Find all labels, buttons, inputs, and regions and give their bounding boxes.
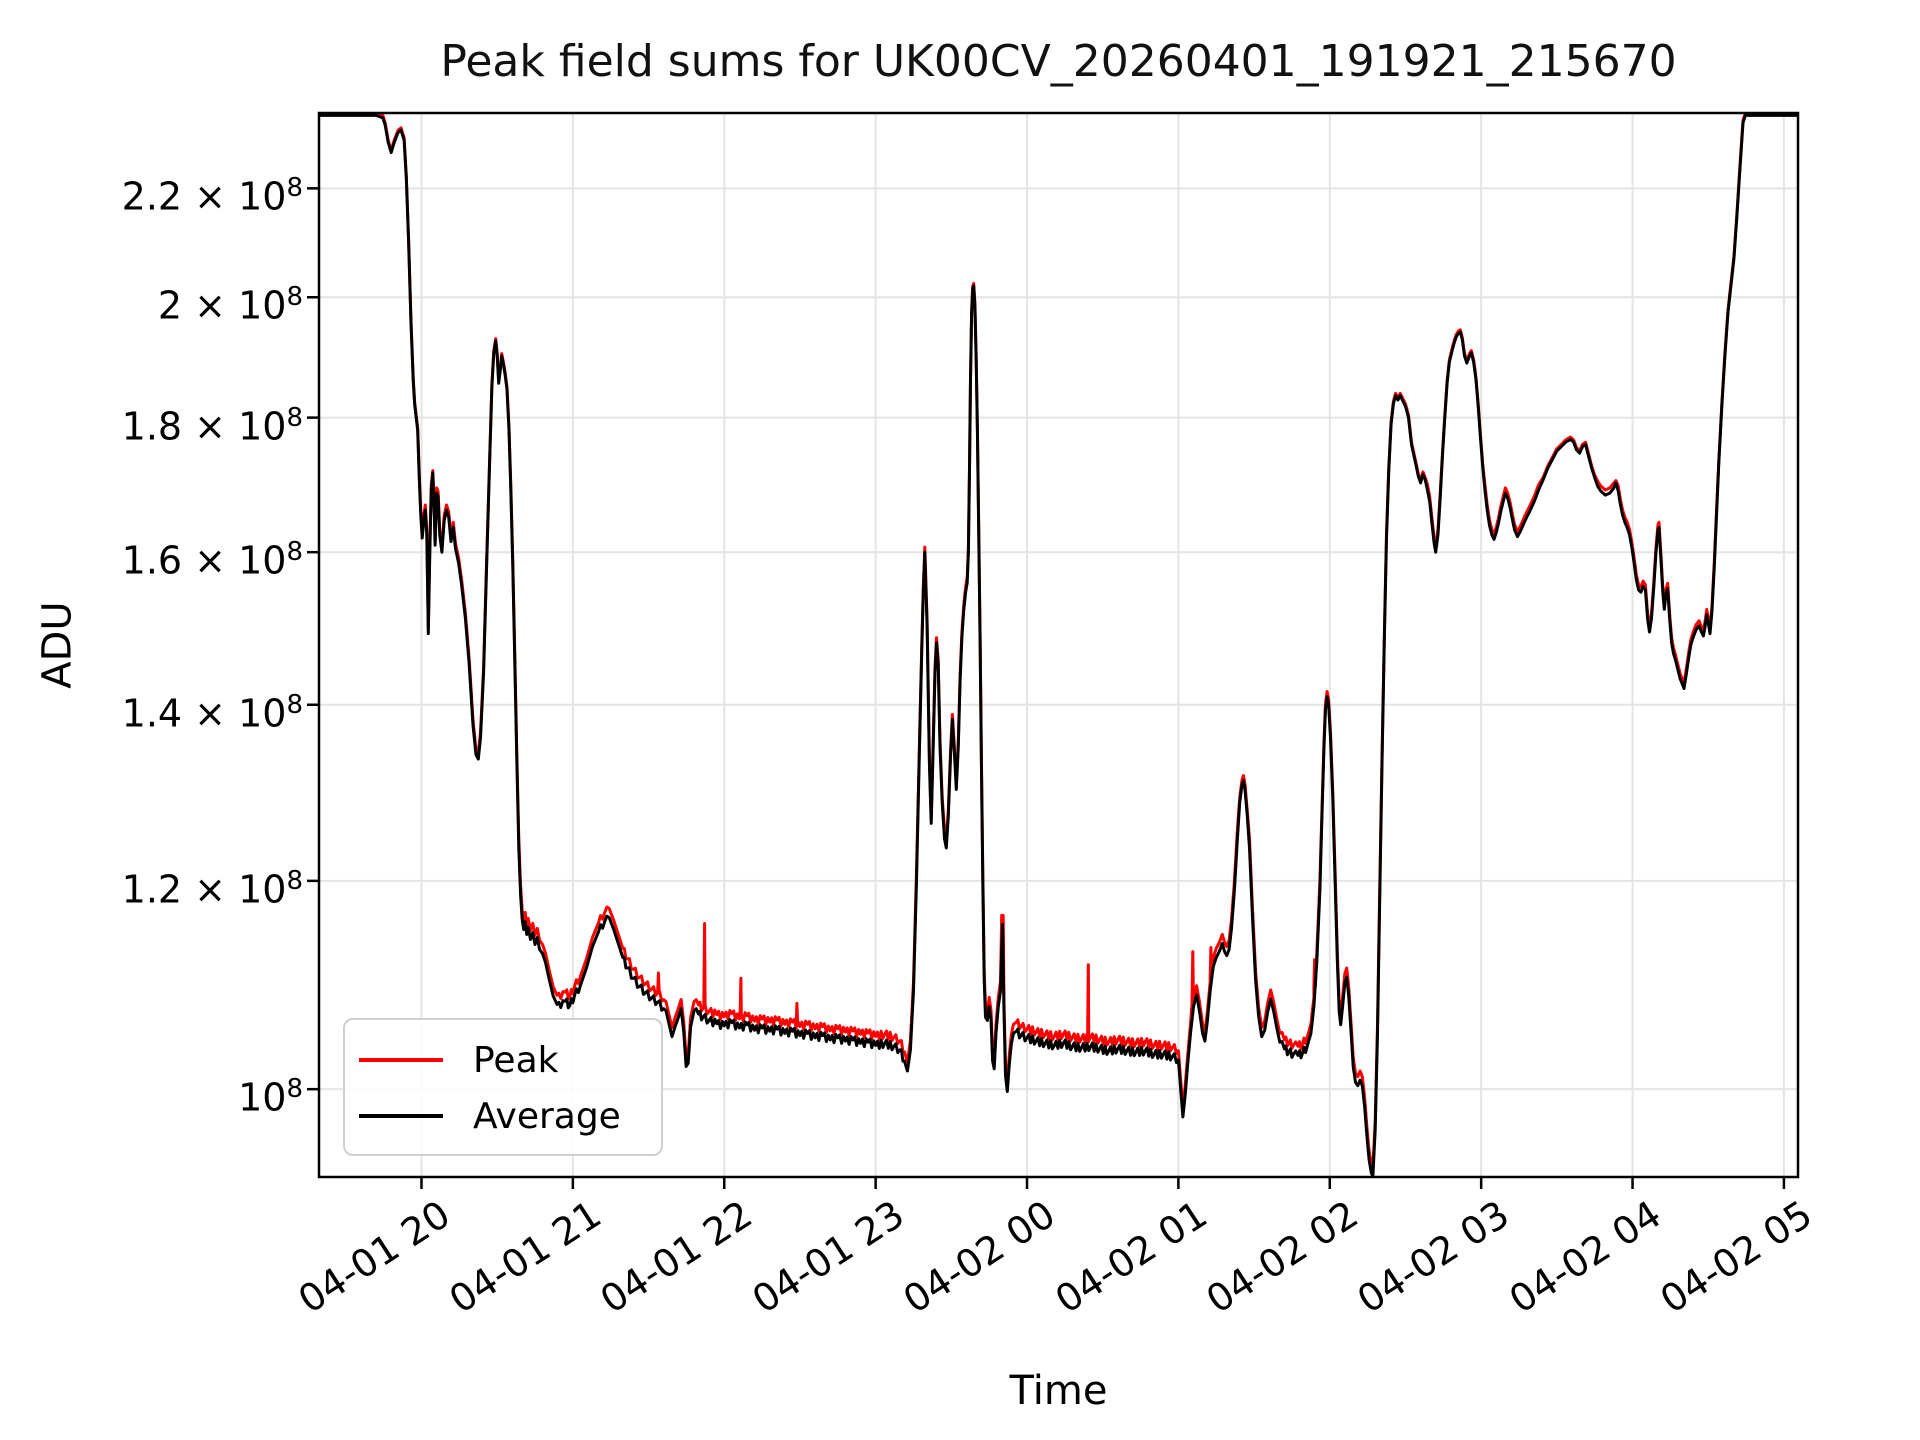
y-tick-label: 1.4 × 108 <box>121 689 303 736</box>
peak-line <box>319 113 1798 1169</box>
peak-line-swatch <box>359 1058 443 1062</box>
legend: Peak Average <box>343 1018 663 1156</box>
y-tick-label: 2 × 108 <box>157 282 303 328</box>
legend-label-peak: Peak <box>473 1039 559 1081</box>
y-tick-label: 108 <box>238 1074 303 1120</box>
gridlines <box>319 113 1798 1177</box>
legend-entry-average: Average <box>345 1088 661 1144</box>
axes-spines <box>317 111 1800 1179</box>
average-line-swatch <box>359 1114 443 1118</box>
y-tick-label: 2.2 × 108 <box>121 173 303 219</box>
legend-entry-peak: Peak <box>345 1032 661 1088</box>
y-tick-label: 1.8 × 108 <box>121 402 303 449</box>
x-axis-label: Time <box>1009 1368 1108 1414</box>
legend-label-average: Average <box>473 1095 621 1137</box>
average-line <box>319 113 1798 1177</box>
y-tick-label: 1.6 × 108 <box>121 537 303 583</box>
chart-title: Peak field sums for UK00CV_20260401_1919… <box>440 36 1677 87</box>
tick-marks <box>307 187 1786 1189</box>
y-tick-label: 1.2 × 108 <box>121 865 303 912</box>
